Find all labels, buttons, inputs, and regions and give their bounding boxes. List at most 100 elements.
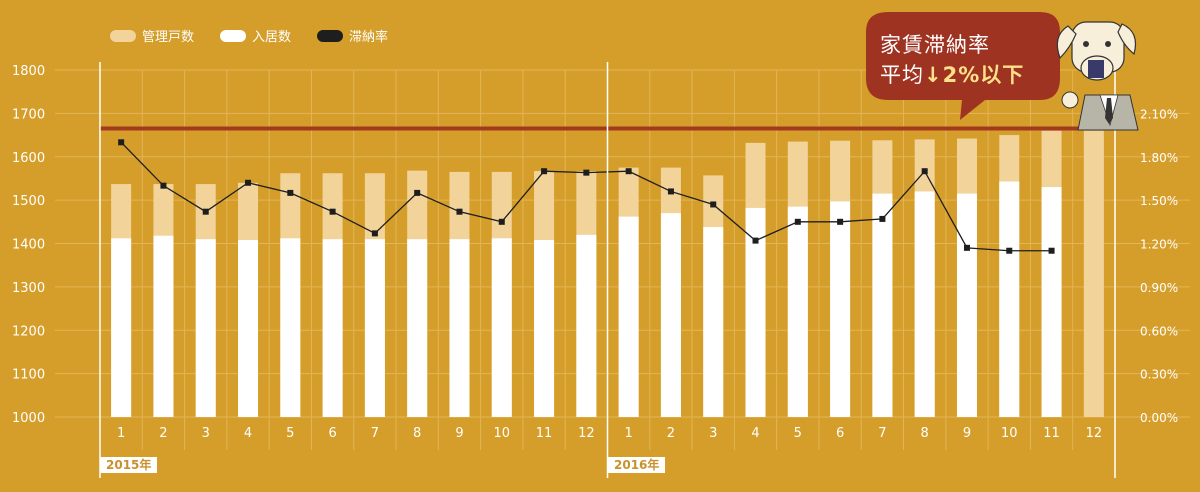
bar-occupied — [787, 206, 808, 417]
axes: 1000 1100 1200 1300 1400 1500 1600 1700 1800 0.00… — [12, 62, 1178, 478]
x-tick-label: 6 — [836, 426, 844, 441]
rate-point — [963, 244, 970, 251]
x-tick-label: 7 — [878, 426, 886, 441]
y-tick-label: 1100 — [12, 368, 45, 383]
x-tick-label: 8 — [413, 426, 421, 441]
bar-occupied — [238, 240, 259, 417]
legend-item-occupied: 入居数 — [220, 26, 291, 45]
x-tick-label: 9 — [455, 426, 463, 441]
x-tick-label: 10 — [493, 426, 510, 441]
legend-label-managed: 管理戸数 — [142, 30, 195, 45]
bubble-shape — [866, 12, 1060, 120]
bar-occupied — [491, 238, 512, 417]
callout-line2-prefix: 平均 — [880, 63, 924, 87]
y-tick-label: 1000 — [12, 411, 45, 426]
y-tick-label: 1300 — [12, 281, 45, 296]
y2-tick-label: 1.80% — [1140, 151, 1178, 165]
rate-point — [752, 237, 759, 244]
x-tick-label: 4 — [244, 426, 252, 441]
x-tick-label: 1 — [117, 426, 125, 441]
down-arrow-icon: ↓ — [924, 63, 943, 87]
bar-occupied — [195, 239, 216, 417]
y-tick-label: 1700 — [12, 107, 45, 122]
rate-point — [160, 182, 167, 189]
bar-occupied — [111, 238, 132, 417]
delinquency-rate-line — [118, 139, 1055, 254]
bar-occupied — [280, 238, 301, 417]
mascot-eye-right — [1105, 41, 1111, 47]
y2-tick-label: 1.20% — [1140, 238, 1178, 252]
callout-line2-highlight: 2%以下 — [942, 63, 1025, 87]
callout-text: 家賃滞納率 平均↓2%以下 — [880, 30, 1024, 90]
rate-point — [371, 230, 378, 237]
legend-swatch-managed — [110, 29, 136, 42]
bar-occupied — [703, 227, 724, 417]
y-tick-label: 1200 — [12, 324, 45, 339]
bar-occupied — [956, 193, 977, 417]
year-label-2016: 2016年 — [608, 457, 666, 473]
mascot-paw — [1061, 91, 1079, 109]
bar-occupied — [914, 191, 935, 417]
x-tick-label: 5 — [794, 426, 802, 441]
mascot-eye-left — [1083, 41, 1089, 47]
legend: 管理戸数 入居数 滞納率 — [110, 26, 388, 45]
rate-point — [879, 215, 886, 222]
x-tick-label: 3 — [202, 426, 210, 441]
rate-point — [287, 189, 294, 196]
bar-occupied — [534, 240, 555, 417]
rate-point — [202, 208, 209, 215]
x-tick-label: 6 — [328, 426, 336, 441]
y2-tick-label: 0.30% — [1140, 368, 1178, 382]
bar-occupied — [745, 207, 766, 417]
legend-label-occupied: 入居数 — [252, 30, 292, 45]
y-tick-label: 1400 — [12, 238, 45, 253]
bar-occupied — [660, 213, 681, 417]
rate-point — [541, 168, 548, 175]
x-tick-label: 11 — [1043, 426, 1060, 441]
bar-occupied — [449, 239, 470, 417]
rate-point — [794, 218, 801, 225]
legend-swatch-rate — [317, 29, 344, 42]
y2-tick-label: 2.10% — [1140, 107, 1178, 121]
bar-occupied — [1041, 187, 1062, 417]
y2-tick-label: 0.90% — [1140, 281, 1178, 295]
x-tick-label: 9 — [963, 426, 971, 441]
rate-point — [456, 208, 463, 215]
bar-occupied — [322, 239, 343, 417]
y-tick-label: 1800 — [12, 64, 45, 79]
bar-occupied — [576, 234, 597, 417]
bar-occupied — [364, 239, 385, 417]
x-tick-label: 12 — [1086, 426, 1103, 441]
bar-managed — [1083, 130, 1104, 417]
mascot-dog — [1056, 21, 1139, 131]
rate-point — [625, 168, 632, 175]
rate-point — [710, 201, 717, 208]
mascot-ear-right — [1117, 23, 1137, 56]
bar-occupied — [830, 201, 851, 417]
mascot-nose — [1088, 60, 1104, 78]
rate-point — [118, 139, 125, 146]
x-tick-label: 12 — [578, 426, 595, 441]
callout-line2: 平均↓2%以下 — [880, 60, 1024, 90]
callout-line1: 家賃滞納率 — [880, 33, 990, 57]
callout-bubble — [866, 12, 1060, 120]
rate-point — [498, 218, 505, 225]
legend-item-managed: 管理戸数 — [110, 26, 194, 45]
y2-tick-label: 0.00% — [1140, 411, 1178, 425]
y-tick-label: 1600 — [12, 151, 45, 166]
bar-occupied — [999, 181, 1020, 417]
x-tick-label: 2 — [667, 426, 675, 441]
rate-point — [329, 208, 336, 215]
x-tick-label: 4 — [751, 426, 759, 441]
rate-point — [921, 168, 928, 175]
legend-item-rate: 滞納率 — [317, 26, 388, 45]
occupied-units-bars — [111, 181, 1062, 417]
mascot-ear-left — [1056, 25, 1077, 60]
x-tick-label: 11 — [536, 426, 553, 441]
rate-point — [245, 179, 252, 186]
y-tick-label: 1500 — [12, 194, 45, 209]
legend-swatch-occupied — [220, 29, 247, 42]
rate-point — [667, 188, 674, 195]
y2-tick-label: 1.50% — [1140, 194, 1178, 208]
